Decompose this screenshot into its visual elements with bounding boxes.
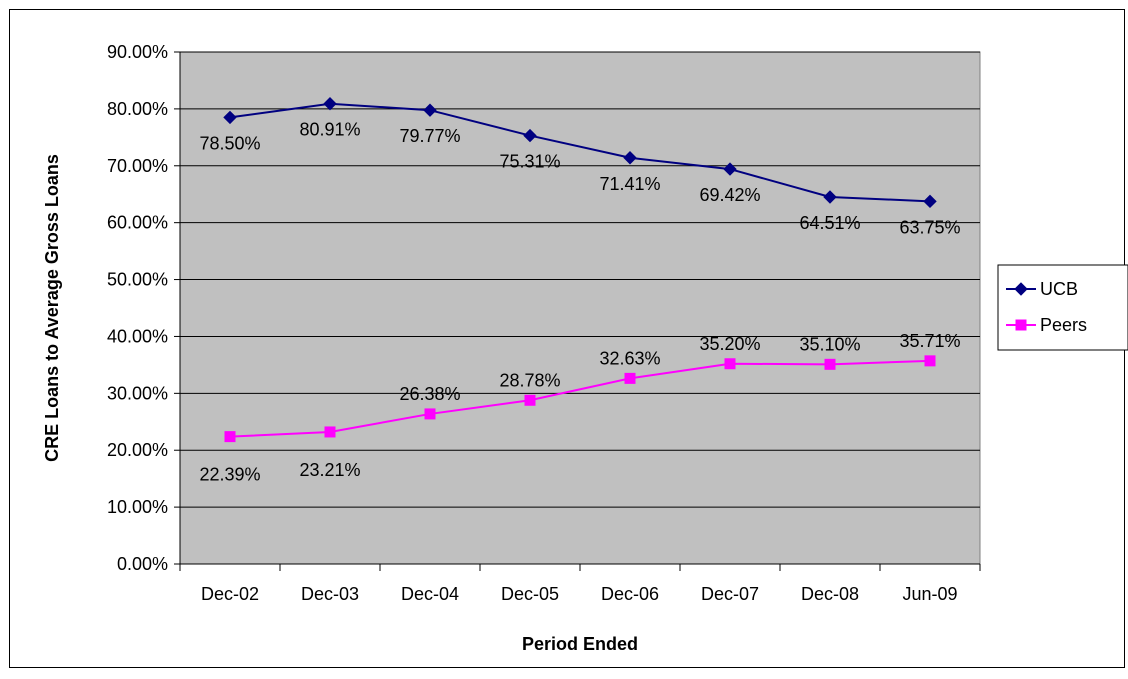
data-point-ucb [223, 110, 237, 125]
y-tick-labels: 0.00% 10.00% 20.00% 30.00% 40.00% 50.00% 60.00… [107, 42, 168, 574]
data-label-ucb: 79.77% [399, 126, 460, 146]
data-point-ucb [723, 162, 737, 176]
data-label-ucb: 69.42% [699, 185, 760, 205]
data-point-peers [624, 372, 636, 384]
y-tick-label: 80.00% [107, 99, 168, 119]
data-point-peers [724, 358, 736, 370]
data-point-ucb [623, 151, 637, 165]
data-point-ucb [823, 190, 837, 204]
y-tick-label: 40.00% [107, 326, 168, 346]
data-label-ucb: 75.31% [499, 152, 560, 172]
legend-marker-ucb [1014, 282, 1028, 296]
data-label-peers: 22.39% [199, 465, 260, 485]
x-tick-label: Dec-07 [701, 584, 759, 604]
data-label-peers: 23.21% [299, 460, 360, 480]
x-tick-label: Dec-08 [801, 584, 859, 604]
legend-box [997, 264, 1128, 351]
data-label-peers: 26.38% [399, 384, 460, 404]
x-tick-label: Jun-09 [902, 584, 957, 604]
data-label-peers: 35.10% [799, 334, 860, 354]
y-axis-title: CRE Loans to Average Gross Loans [42, 154, 62, 462]
data-label-peers: 35.71% [899, 331, 960, 351]
x-tick-label: Dec-06 [601, 584, 659, 604]
gridlines [180, 51, 980, 508]
x-tick-label: Dec-02 [201, 584, 259, 604]
axes [174, 51, 981, 571]
series-layer [223, 97, 937, 443]
data-point-peers [524, 394, 536, 406]
y-tick-label: 70.00% [107, 156, 168, 176]
x-tick-label: Dec-03 [301, 584, 359, 604]
data-point-peers [424, 408, 436, 420]
x-tick-label: Dec-05 [501, 584, 559, 604]
data-label-ucb: 63.75% [899, 217, 960, 237]
x-tick-label: Dec-04 [401, 584, 459, 604]
data-point-peers [324, 426, 336, 438]
x-tick-labels: Dec-02 Dec-03 Dec-04 Dec-05 Dec-06 Dec-07 Dec-… [201, 584, 958, 604]
data-label-peers: 35.20% [699, 334, 760, 354]
y-tick-label: 10.00% [107, 497, 168, 517]
y-tick-label: 90.00% [107, 42, 168, 62]
data-point-ucb [423, 103, 437, 117]
data-label-ucb: 64.51% [799, 213, 860, 233]
y-tick-label: 60.00% [107, 213, 168, 233]
legend-label-peers: Peers [1040, 315, 1087, 335]
y-tick-label: 50.00% [107, 270, 168, 290]
data-label-peers: 28.78% [499, 370, 560, 390]
data-point-ucb [523, 128, 537, 143]
series-line-ucb [229, 102, 931, 203]
data-point-peers [224, 431, 236, 443]
series-line-peers [229, 359, 931, 438]
data-point-peers [924, 355, 936, 367]
data-label-peers: 32.63% [599, 348, 660, 368]
plot-area [179, 51, 981, 565]
data-label-ucb: 71.41% [599, 174, 660, 194]
y-tick-label: 0.00% [117, 554, 168, 574]
y-tick-label: 30.00% [107, 383, 168, 403]
data-point-peers [824, 358, 836, 370]
y-tick-label: 20.00% [107, 440, 168, 460]
legend-label-ucb: UCB [1040, 279, 1078, 299]
legend-marker-peers [1015, 319, 1027, 331]
data-label-ucb: 80.91% [299, 120, 360, 140]
data-point-ucb [923, 194, 937, 209]
data-point-ucb [323, 97, 337, 111]
legend: UCB Peers [997, 264, 1128, 351]
x-axis-title: Period Ended [522, 634, 638, 654]
data-label-ucb: 78.50% [199, 133, 260, 153]
data-labels: 78.50% 80.91% 79.77% 75.31% 71.41% 69.42% 64.5… [199, 120, 960, 485]
